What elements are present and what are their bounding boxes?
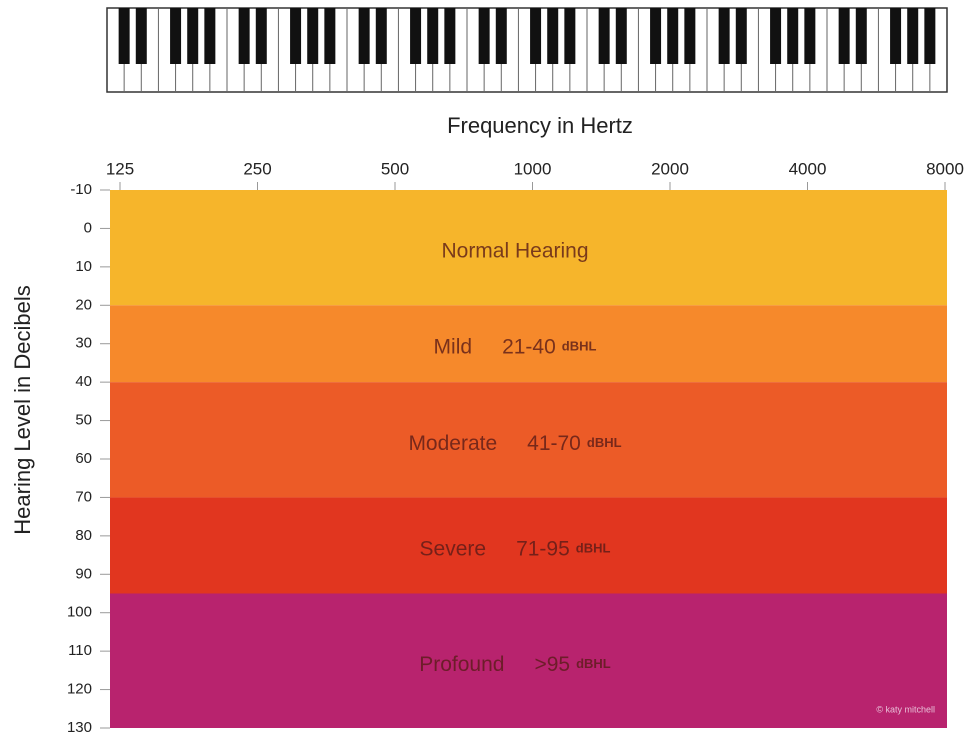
band-range: 21-40 — [502, 335, 556, 358]
band-unit: dBHL — [576, 656, 611, 671]
black-key — [804, 8, 815, 64]
black-key — [599, 8, 610, 64]
band-name: Profound — [419, 652, 504, 675]
y-tick-label: 110 — [68, 642, 92, 659]
black-key — [924, 8, 935, 64]
piano-frame — [107, 8, 947, 92]
y-tick-label: 40 — [75, 373, 92, 390]
black-key — [256, 8, 267, 64]
band-range: 41-70 — [527, 431, 581, 454]
y-tick-label: 50 — [75, 412, 92, 429]
x-tick-label: 4000 — [789, 159, 827, 178]
x-tick-label: 1000 — [514, 159, 552, 178]
band-name: Mild — [434, 335, 473, 358]
black-key — [736, 8, 747, 64]
y-tick-label: 70 — [75, 488, 92, 505]
black-key — [359, 8, 370, 64]
x-axis-label: Frequency in Hertz — [447, 113, 633, 138]
black-key — [119, 8, 130, 64]
x-tick-label: 8000 — [926, 159, 964, 178]
y-tick-label: 90 — [75, 565, 92, 582]
y-tick-label: 100 — [67, 604, 92, 621]
black-key — [376, 8, 387, 64]
black-key — [307, 8, 318, 64]
black-key — [890, 8, 901, 64]
black-key — [136, 8, 147, 64]
black-key — [839, 8, 850, 64]
band-range: >95 — [534, 652, 570, 675]
y-tick-label: -10 — [70, 181, 92, 198]
black-key — [170, 8, 181, 64]
black-key — [187, 8, 198, 64]
black-key — [547, 8, 558, 64]
x-tick-label: 125 — [106, 159, 134, 178]
band-label: Normal Hearing — [441, 239, 588, 262]
y-tick-label: 0 — [84, 219, 92, 236]
y-tick-label: 60 — [75, 450, 92, 467]
band — [110, 594, 947, 729]
black-key — [239, 8, 250, 64]
y-axis-label: Hearing Level in Decibels — [10, 285, 35, 534]
black-key — [204, 8, 215, 64]
black-key — [770, 8, 781, 64]
black-key — [684, 8, 695, 64]
x-tick-label: 2000 — [651, 159, 689, 178]
y-tick-label: 20 — [75, 296, 92, 313]
annotation: © katy mitchell — [876, 704, 935, 714]
black-key — [564, 8, 575, 64]
band-name: Normal Hearing — [441, 239, 588, 262]
black-key — [530, 8, 541, 64]
black-key — [324, 8, 335, 64]
black-key — [616, 8, 627, 64]
x-tick-label: 250 — [243, 159, 271, 178]
y-tick-label: 130 — [67, 719, 92, 736]
y-tick-label: 120 — [67, 681, 92, 698]
black-key — [479, 8, 490, 64]
black-key — [444, 8, 455, 64]
y-tick-label: 10 — [75, 258, 92, 275]
band-name: Severe — [420, 537, 487, 560]
black-key — [496, 8, 507, 64]
chart: Frequency in Hertz Hearing Level in Deci… — [0, 0, 972, 737]
black-key — [427, 8, 438, 64]
band-unit: dBHL — [562, 339, 597, 354]
black-key — [667, 8, 678, 64]
black-key — [787, 8, 798, 64]
black-key — [719, 8, 730, 64]
x-tick-label: 500 — [381, 159, 409, 178]
band-range: 71-95 — [516, 537, 570, 560]
black-key — [856, 8, 867, 64]
black-key — [650, 8, 661, 64]
y-tick-label: 80 — [75, 527, 92, 544]
band-name: Moderate — [408, 431, 497, 454]
piano-keyboard — [107, 8, 947, 92]
band-unit: dBHL — [587, 435, 622, 450]
y-tick-label: 30 — [75, 335, 92, 352]
band-unit: dBHL — [576, 541, 611, 556]
black-key — [410, 8, 421, 64]
black-key — [290, 8, 301, 64]
black-key — [907, 8, 918, 64]
